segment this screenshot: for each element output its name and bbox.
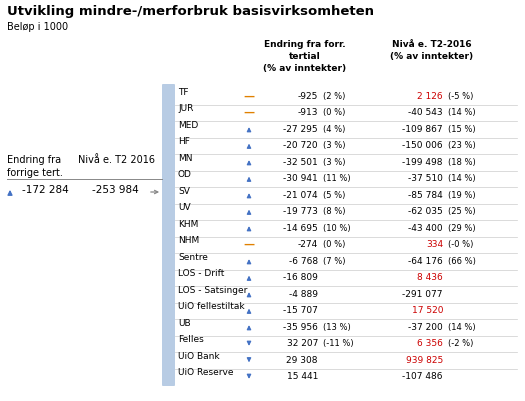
Text: -172 284: -172 284: [22, 185, 69, 195]
Text: -291 077: -291 077: [403, 290, 443, 299]
Text: 939 825: 939 825: [406, 356, 443, 365]
Text: —: —: [244, 240, 255, 250]
Text: (8 %): (8 %): [323, 207, 345, 216]
Text: (18 %): (18 %): [448, 158, 476, 167]
Text: (% av inntekter): (% av inntekter): [264, 64, 346, 73]
Text: 8 436: 8 436: [417, 273, 443, 282]
Text: -32 501: -32 501: [284, 158, 318, 167]
Text: (11 %): (11 %): [323, 174, 351, 183]
Text: -19 773: -19 773: [283, 207, 318, 216]
Text: -913: -913: [298, 108, 318, 117]
Text: -85 784: -85 784: [408, 191, 443, 200]
Text: (-5 %): (-5 %): [448, 92, 474, 101]
Text: -150 006: -150 006: [402, 141, 443, 150]
Text: (3 %): (3 %): [323, 158, 345, 167]
Text: -37 200: -37 200: [408, 323, 443, 332]
Text: MED: MED: [178, 121, 198, 130]
Text: -6 768: -6 768: [289, 257, 318, 266]
Text: -21 074: -21 074: [284, 191, 318, 200]
Text: -925: -925: [298, 92, 318, 101]
Text: 29 308: 29 308: [287, 356, 318, 365]
Text: -37 510: -37 510: [408, 174, 443, 183]
Text: -27 295: -27 295: [284, 125, 318, 134]
Text: (14 %): (14 %): [448, 323, 476, 332]
FancyBboxPatch shape: [162, 84, 175, 386]
Text: —: —: [244, 108, 255, 118]
Text: -274: -274: [298, 240, 318, 249]
Text: (10 %): (10 %): [323, 224, 351, 233]
Text: -40 543: -40 543: [408, 108, 443, 117]
Text: (0 %): (0 %): [323, 108, 345, 117]
Text: -43 400: -43 400: [408, 224, 443, 233]
Text: 6 356: 6 356: [417, 339, 443, 348]
Text: 17 520: 17 520: [412, 306, 443, 315]
Text: 15 441: 15 441: [287, 372, 318, 381]
Text: 32 207: 32 207: [287, 339, 318, 348]
Text: (4 %): (4 %): [323, 125, 345, 134]
Text: UiO fellestiltak: UiO fellestiltak: [178, 302, 245, 311]
Text: UiO Reserve: UiO Reserve: [178, 368, 234, 377]
Text: forrige tert.: forrige tert.: [7, 168, 63, 178]
Text: -35 956: -35 956: [283, 323, 318, 332]
Text: Beløp i 1000: Beløp i 1000: [7, 22, 68, 32]
Text: -109 867: -109 867: [402, 125, 443, 134]
Text: -253 984: -253 984: [92, 185, 139, 195]
Text: (66 %): (66 %): [448, 257, 476, 266]
Text: JUR: JUR: [178, 104, 193, 113]
Text: Endring fra: Endring fra: [7, 155, 61, 165]
Text: Nivå e. T2 2016: Nivå e. T2 2016: [78, 155, 155, 165]
Text: KHM: KHM: [178, 220, 198, 229]
Text: (13 %): (13 %): [323, 323, 351, 332]
Text: -4 889: -4 889: [289, 290, 318, 299]
Text: (-11 %): (-11 %): [323, 339, 354, 348]
Text: -107 486: -107 486: [403, 372, 443, 381]
Text: TF: TF: [178, 88, 188, 97]
Text: (-2 %): (-2 %): [448, 339, 474, 348]
Text: Utvikling mindre-/merforbruk basisvirksomheten: Utvikling mindre-/merforbruk basisvirkso…: [7, 5, 374, 18]
Text: UB: UB: [178, 319, 191, 328]
Text: (19 %): (19 %): [448, 191, 476, 200]
Text: (23 %): (23 %): [448, 141, 476, 150]
Text: —: —: [244, 91, 255, 101]
Text: -20 720: -20 720: [284, 141, 318, 150]
Text: 334: 334: [426, 240, 443, 249]
Text: -16 809: -16 809: [283, 273, 318, 282]
Text: (25 %): (25 %): [448, 207, 476, 216]
Text: (14 %): (14 %): [448, 108, 476, 117]
Text: Endring fra forr.: Endring fra forr.: [264, 40, 346, 49]
Text: LOS - Satsinger: LOS - Satsinger: [178, 286, 247, 295]
Text: UiO Bank: UiO Bank: [178, 352, 219, 361]
Text: (15 %): (15 %): [448, 125, 476, 134]
Text: (-0 %): (-0 %): [448, 240, 474, 249]
Text: (14 %): (14 %): [448, 174, 476, 183]
Text: Sentre: Sentre: [178, 253, 208, 262]
Text: -62 035: -62 035: [408, 207, 443, 216]
Text: -64 176: -64 176: [408, 257, 443, 266]
Text: NHM: NHM: [178, 236, 200, 245]
Text: -15 707: -15 707: [283, 306, 318, 315]
Text: Nivå e. T2-2016: Nivå e. T2-2016: [392, 40, 472, 49]
Text: tertial: tertial: [289, 52, 321, 61]
Text: HF: HF: [178, 137, 190, 146]
Text: (7 %): (7 %): [323, 257, 345, 266]
Text: (% av inntekter): (% av inntekter): [391, 52, 474, 61]
Text: (0 %): (0 %): [323, 240, 345, 249]
Text: (3 %): (3 %): [323, 141, 345, 150]
Text: LOS - Drift: LOS - Drift: [178, 269, 224, 278]
Text: MN: MN: [178, 154, 193, 163]
Text: UV: UV: [178, 203, 191, 212]
Text: (2 %): (2 %): [323, 92, 345, 101]
Text: SV: SV: [178, 187, 190, 196]
Text: -14 695: -14 695: [284, 224, 318, 233]
Text: 2 126: 2 126: [417, 92, 443, 101]
Text: OD: OD: [178, 170, 192, 179]
Text: -30 941: -30 941: [284, 174, 318, 183]
Text: -199 498: -199 498: [403, 158, 443, 167]
Text: (29 %): (29 %): [448, 224, 476, 233]
Text: (5 %): (5 %): [323, 191, 345, 200]
Text: Felles: Felles: [178, 335, 204, 344]
